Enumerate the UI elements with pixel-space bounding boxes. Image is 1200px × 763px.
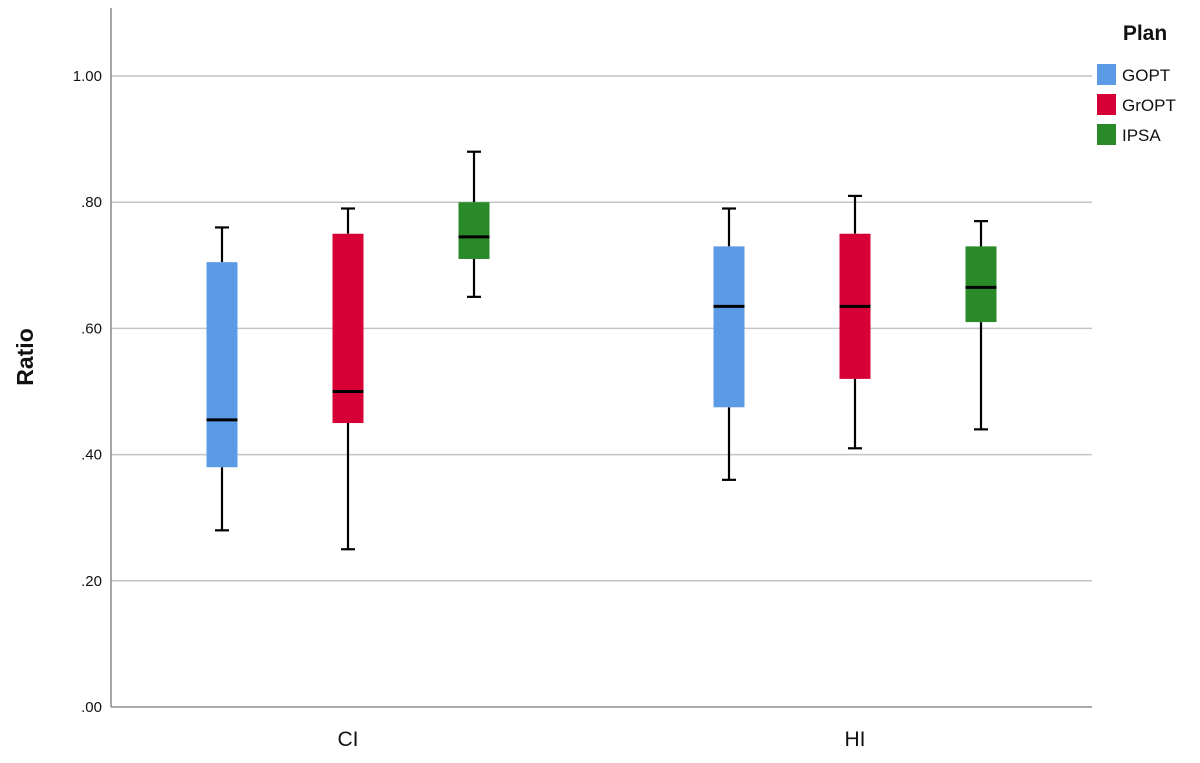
legend-title: Plan (1123, 22, 1167, 45)
box-ipsa-hi (965, 220, 997, 431)
legend-label: GOPT (1122, 66, 1170, 85)
y-tick-label: 1.00 (73, 68, 102, 85)
y-tick-label: .60 (81, 320, 102, 337)
boxes (206, 150, 997, 551)
y-tick-label: .40 (81, 447, 102, 464)
box-rect (458, 202, 490, 259)
y-tick-label: .80 (81, 194, 102, 211)
x-category-label: CI (338, 728, 359, 751)
legend: Plan GOPT GrOPT IPSA (1097, 22, 1176, 145)
y-tick-label: .00 (81, 699, 102, 716)
box-gopt-ci (206, 226, 238, 532)
box-gropt-ci (332, 207, 364, 551)
x-category-labels: CI HI (338, 728, 866, 751)
legend-swatch (1097, 94, 1116, 115)
box-rect (206, 262, 238, 468)
box-rect (965, 246, 997, 323)
legend-label: IPSA (1122, 126, 1161, 145)
box-gopt-hi (713, 207, 745, 481)
x-category-label: HI (845, 728, 866, 751)
gridlines (111, 75, 1092, 582)
box-gropt-hi (839, 194, 871, 450)
legend-swatch (1097, 124, 1116, 145)
y-axis-label: Ratio (12, 328, 38, 386)
legend-label: GrOPT (1122, 96, 1176, 115)
legend-item-gopt: GOPT (1097, 64, 1170, 85)
box-rect (713, 246, 745, 408)
legend-item-ipsa: IPSA (1097, 124, 1161, 145)
box-ipsa-ci (458, 150, 490, 298)
y-tick-labels: .00 .20 .40 .60 .80 1.00 (73, 68, 102, 716)
legend-swatch (1097, 64, 1116, 85)
legend-item-gropt: GrOPT (1097, 94, 1176, 115)
axes (110, 8, 1092, 708)
y-tick-label: .20 (81, 573, 102, 590)
box-rect (332, 233, 364, 424)
